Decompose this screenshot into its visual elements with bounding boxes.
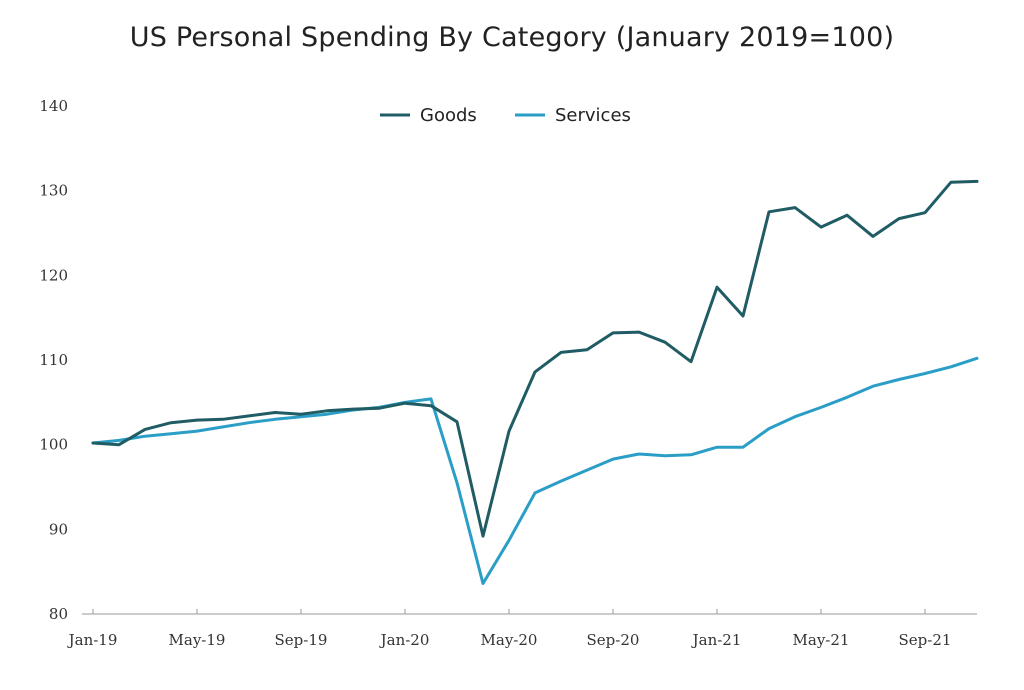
- x-tick-label: Sep-20: [587, 631, 640, 649]
- series-lines: [91, 179, 979, 585]
- x-tick-label: May-20: [481, 631, 538, 649]
- series-line-services: [91, 356, 979, 585]
- y-tick-labels: 80 90 100 110 120 130 140: [39, 97, 68, 623]
- x-tick-label: Jan-20: [379, 631, 430, 649]
- x-tick-label: Sep-19: [275, 631, 328, 649]
- x-tick-labels: Jan-19 May-19 Sep-19 Jan-20 May-20 Sep-20 Jan-…: [67, 609, 952, 649]
- y-tick-label: 140: [39, 97, 68, 115]
- legend-label-goods: Goods: [420, 105, 477, 126]
- chart-title: US Personal Spending By Category (Januar…: [129, 22, 895, 53]
- legend-label-services: Services: [555, 105, 631, 126]
- x-tick-label: May-19: [169, 631, 226, 649]
- y-tick-label: 130: [39, 182, 68, 200]
- series-line-goods: [91, 179, 979, 538]
- y-tick-label: 110: [39, 351, 68, 369]
- legend: Goods Services: [380, 105, 631, 126]
- x-tick-label: Jan-19: [67, 631, 118, 649]
- x-tick-label: Jan-21: [691, 631, 742, 649]
- x-tick-label: May-21: [793, 631, 850, 649]
- y-tick-label: 100: [39, 436, 68, 454]
- y-tick-label: 120: [39, 266, 68, 284]
- y-tick-label: 90: [49, 520, 68, 538]
- y-tick-label: 80: [49, 605, 68, 623]
- x-tick-label: Sep-21: [899, 631, 952, 649]
